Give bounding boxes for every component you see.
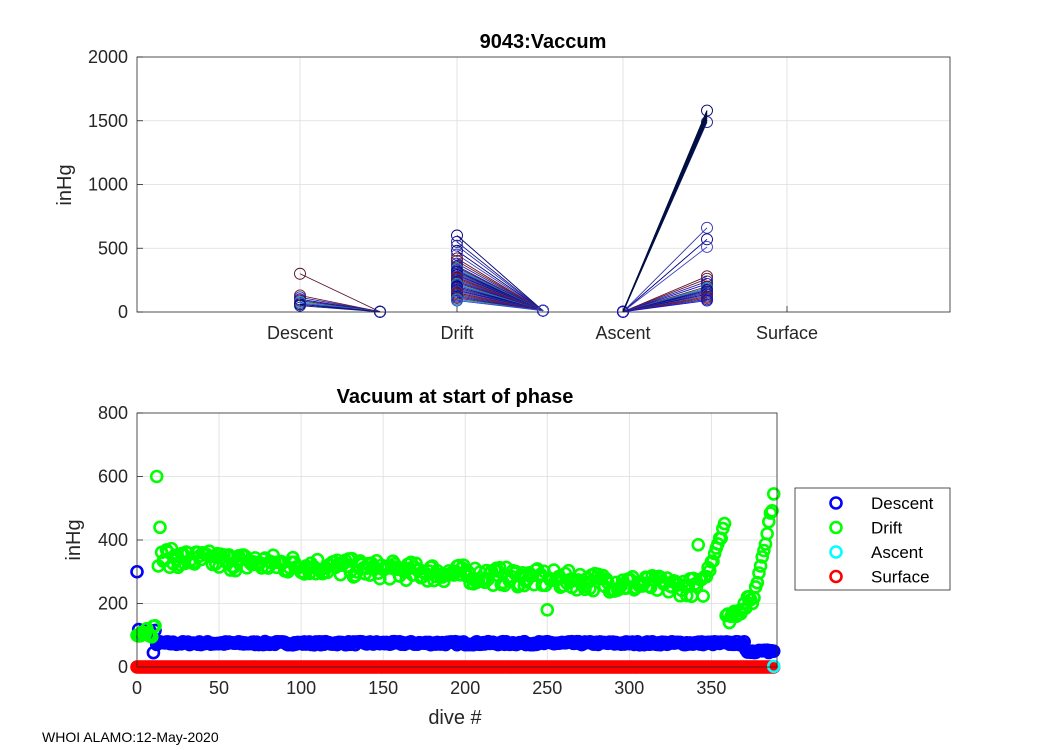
top-y-tick-labels: 0 500 1000 1500 2000: [88, 47, 128, 322]
drift-segment-line: [456, 245, 544, 312]
legend-box: [794, 487, 951, 591]
bottom-x-tick-label: 300: [614, 678, 644, 698]
top-x-tick-label: Drift: [441, 323, 474, 343]
top-y-tick-label: 0: [118, 302, 128, 322]
ascent-segment-line: [622, 238, 708, 313]
legend-label-ascent: Ascent: [871, 543, 923, 562]
ascent-bundle-line: [622, 119, 708, 312]
drift-point: [153, 520, 167, 535]
drift-segment-start-marker: [451, 229, 463, 242]
bottom-axes-box: [136, 412, 778, 668]
drift-point: [586, 583, 601, 598]
top-x-tick-labels: Descent Drift Ascent Surface: [267, 323, 818, 343]
drift-point: [753, 559, 768, 573]
ascent-segment-line: [622, 227, 708, 313]
drift-segment-start-marker: [451, 248, 463, 261]
drift-segment-start-marker: [451, 294, 463, 307]
bottom-x-tick-labels: 0 50 100 150 200 250 300 350: [132, 678, 726, 698]
descent-segment-start-marker: [294, 299, 306, 312]
bottom-y-tick-label: 200: [98, 594, 128, 614]
legend-marker-drift: [829, 520, 843, 535]
bottom-chart: 0 200 400 600 800 0 50 100 150 200 250 300 350 Vacu…: [63, 386, 781, 729]
legend-marker-ascent: [829, 545, 843, 559]
top-y-tick-label: 1500: [88, 111, 128, 131]
drift-point: [755, 550, 770, 564]
bottom-chart-title: Vacuum at start of phase: [337, 386, 574, 408]
legend-label-drift: Drift: [871, 519, 902, 538]
descent-segment-start-marker: [294, 267, 306, 280]
drift-point: [540, 603, 555, 617]
bottom-x-tick-label: 350: [696, 678, 726, 698]
drift-point: [696, 589, 710, 603]
top-y-tick-label: 2000: [88, 47, 128, 67]
bottom-x-tick-label: 50: [209, 678, 229, 698]
bottom-x-tick-label: 0: [132, 678, 142, 698]
bottom-y-tick-label: 600: [98, 467, 128, 487]
top-y-tick-label: 1000: [88, 175, 128, 195]
drift-point: [148, 618, 162, 633]
bottom-x-tick-label: 150: [368, 678, 398, 698]
drift-segment-start-marker: [451, 244, 463, 257]
bottom-y-tick-label: 0: [118, 657, 128, 677]
ascent-segment-line: [622, 246, 708, 313]
drift-point: [691, 537, 706, 552]
drift-point: [345, 551, 359, 566]
top-x-tick-label: Surface: [756, 323, 818, 343]
ascent-segment-end-marker: [701, 221, 713, 234]
drift-point: [757, 543, 771, 558]
ascent-segment-end-marker: [701, 241, 713, 253]
bottom-y-tick-label: 400: [98, 530, 128, 550]
drift-point: [717, 516, 732, 531]
drift-segment-end-marker: [537, 304, 549, 317]
bottom-y-tick-label: 800: [98, 403, 128, 423]
bottom-x-tick-label: 200: [450, 678, 480, 698]
top-y-axis-label: inHg: [54, 164, 76, 205]
drift-segment-line: [456, 250, 544, 312]
legend-marker-surface: [829, 569, 843, 584]
drift-point: [149, 469, 164, 484]
drift-point: [766, 487, 781, 501]
drift-point: [161, 545, 175, 559]
drift-segment-line: [456, 241, 544, 312]
drift-segment-line: [456, 300, 544, 312]
top-y-tick-label: 500: [98, 238, 128, 258]
legend-label-surface: Surface: [871, 568, 930, 587]
ascent-point: [766, 659, 781, 674]
footer-label: WHOI ALAMO:12-May-2020: [42, 729, 219, 745]
top-series-lines: [294, 104, 713, 318]
drift-point: [706, 554, 720, 569]
descent-segment-line: [299, 273, 381, 313]
ascent-segment-end-marker: [701, 294, 713, 307]
drift-point: [765, 504, 779, 518]
bottom-x-tick-label: 250: [532, 678, 562, 698]
ascent-segment-end-marker: [701, 233, 713, 246]
legend-marker-descent: [829, 496, 843, 510]
legend: Descent Drift Ascent Surface: [794, 487, 951, 591]
ascent-segment-line: [622, 300, 708, 313]
drift-segment-line: [456, 235, 544, 312]
descent-point: [766, 644, 781, 658]
drift-segment-start-marker: [451, 235, 463, 248]
top-axes-box: [136, 56, 951, 313]
bottom-y-tick-labels: 0 200 400 600 800: [98, 403, 128, 677]
top-chart-title: 9043:Vaccum: [480, 31, 607, 53]
legend-label-descent: Descent: [871, 494, 934, 513]
drift-point: [752, 566, 766, 580]
top-x-tick-label: Descent: [267, 323, 333, 343]
ascent-segment-end-marker: [701, 104, 713, 117]
top-chart: 0 500 1000 1500 2000 Descent Drift Ascent Surfa…: [54, 31, 951, 343]
drift-segment-line: [456, 254, 544, 312]
top-x-tick-label: Ascent: [595, 323, 650, 343]
bottom-y-axis-label: inHg: [63, 519, 85, 560]
descent-segment-line: [299, 305, 381, 313]
bottom-x-tick-label: 100: [286, 678, 316, 698]
drift-point: [492, 560, 507, 575]
bottom-x-axis-label: dive #: [428, 707, 482, 729]
